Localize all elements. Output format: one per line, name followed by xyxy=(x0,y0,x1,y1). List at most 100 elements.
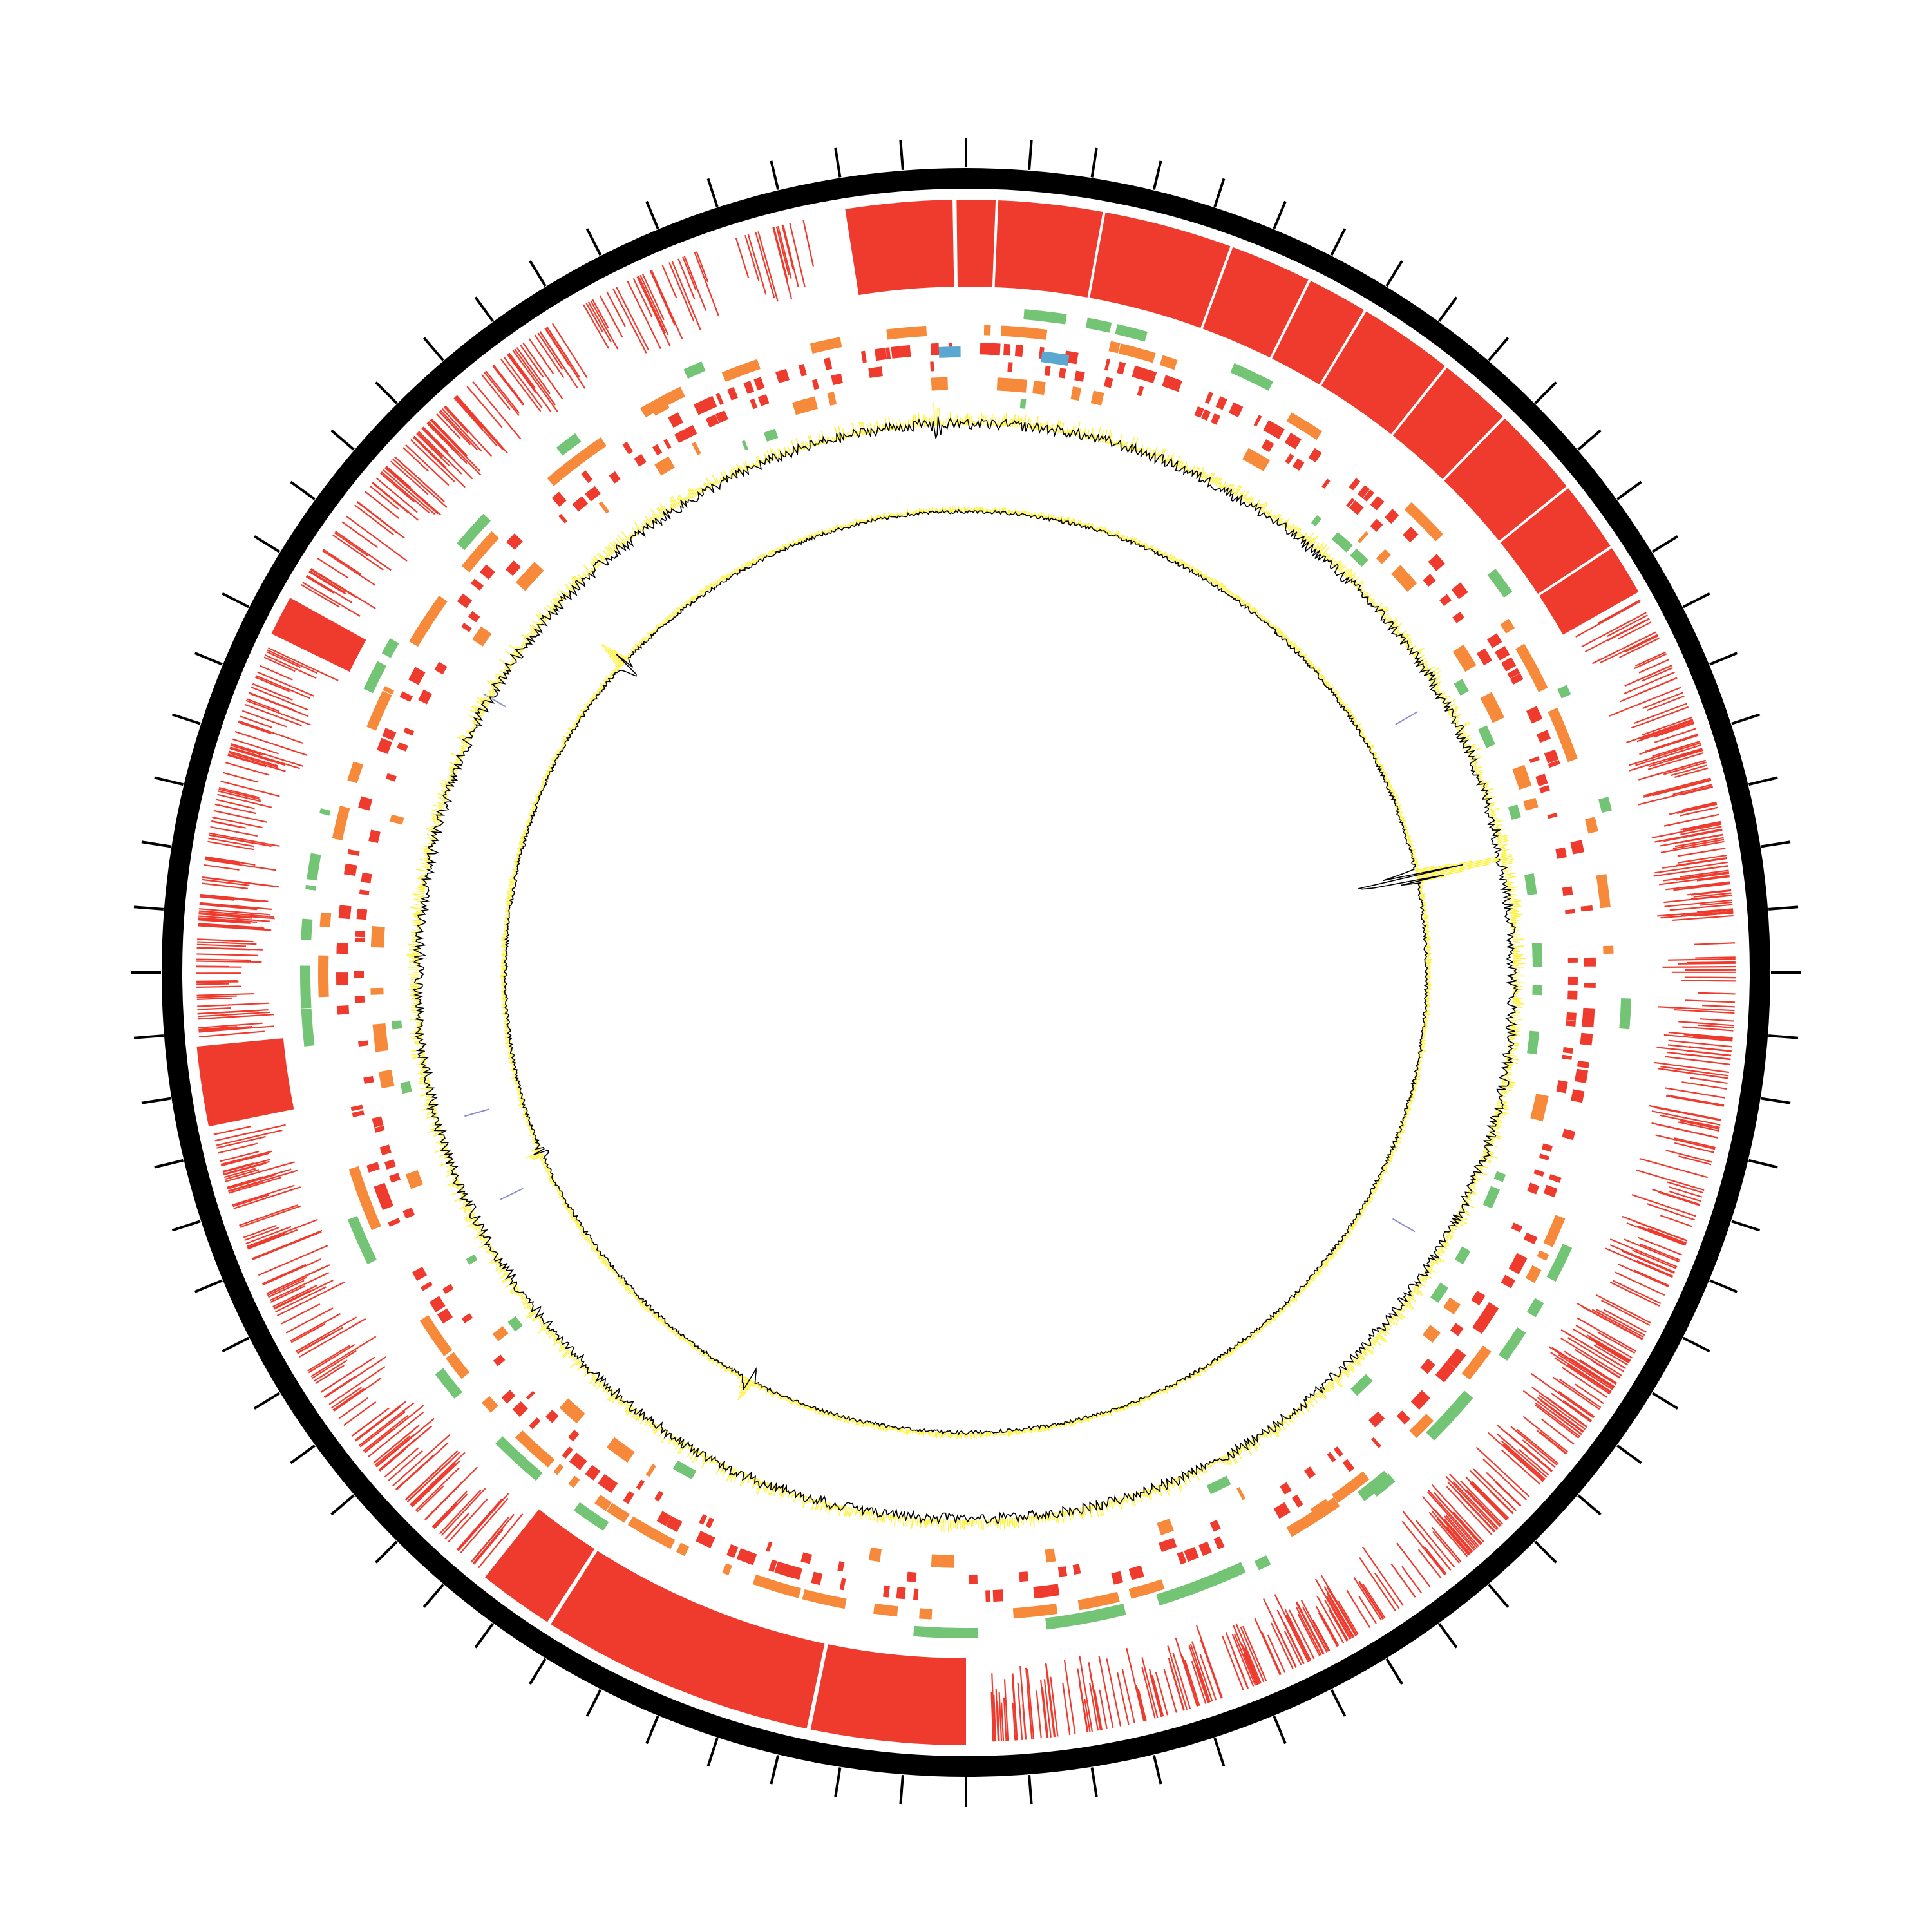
sequence-hit-line xyxy=(439,1489,482,1535)
sequence-hit-line xyxy=(1141,1666,1156,1719)
sequence-hit-line xyxy=(1443,1518,1473,1553)
red-feature-minor xyxy=(585,489,598,502)
red-feature xyxy=(1582,1007,1595,1016)
sequence-hit-line xyxy=(251,1229,323,1260)
red-feature-minor xyxy=(686,425,696,437)
sequence-hit-line xyxy=(638,276,667,334)
orange-feature-inner xyxy=(645,1464,656,1477)
red-feature-minor xyxy=(1044,366,1051,377)
sequence-hit-line xyxy=(275,1286,327,1313)
red-feature-minor xyxy=(434,661,448,675)
sequence-hit-line xyxy=(305,576,334,594)
red-feature-minor xyxy=(355,931,366,938)
sequence-hit-line xyxy=(285,1307,334,1334)
red-feature-minor xyxy=(1439,594,1452,607)
sequence-hit-line xyxy=(1657,1006,1735,1012)
red-feature-minor xyxy=(402,1207,415,1219)
sequence-hit-line xyxy=(332,1388,365,1411)
sequence-hit-line xyxy=(1699,912,1734,916)
sequence-hit-line xyxy=(422,426,449,453)
red-feature-minor xyxy=(1201,409,1211,421)
red-feature xyxy=(1033,1586,1043,1599)
sequence-hit-line xyxy=(1661,734,1699,748)
sequence-hit-line xyxy=(209,834,272,848)
sequence-hit-line xyxy=(444,405,493,457)
green-feature xyxy=(1048,312,1067,325)
sequence-hit-line xyxy=(998,1692,1003,1741)
sequence-hit-line xyxy=(1320,1575,1358,1636)
sequence-hit-line xyxy=(627,281,661,349)
red-feature-minor xyxy=(1541,1143,1553,1152)
red-feature xyxy=(1570,840,1584,855)
tick-mark xyxy=(133,905,164,911)
orange-feature-inner xyxy=(1513,770,1530,784)
sequence-hit-line xyxy=(694,252,719,317)
sequence-hit-line xyxy=(363,1414,409,1452)
red-feature-minor xyxy=(1280,1482,1292,1495)
sequence-hit-line xyxy=(470,1517,509,1563)
green-feature xyxy=(573,1502,609,1531)
sequence-hit-line xyxy=(789,223,806,287)
sequence-hit-line xyxy=(1664,1056,1730,1065)
red-feature-minor xyxy=(1555,847,1566,855)
red-feature xyxy=(1548,759,1560,768)
red-feature xyxy=(896,1587,906,1600)
red-feature xyxy=(1584,957,1596,967)
orange-feature xyxy=(1077,1591,1120,1611)
sequence-hit-line xyxy=(507,353,552,412)
sequence-hit-line xyxy=(232,738,279,755)
red-feature-minor xyxy=(359,889,370,895)
sequence-hit-line xyxy=(507,354,536,393)
red-feature xyxy=(1446,1352,1463,1368)
sequence-hit-line xyxy=(359,1410,406,1448)
sequence-hit-line xyxy=(424,1480,464,1520)
sequence-hit-line xyxy=(454,396,484,429)
sequence-hit-line xyxy=(1580,1359,1618,1384)
green-feature-run xyxy=(1156,1562,1246,1606)
sequence-hit-line xyxy=(1254,1618,1281,1676)
orange-feature-inner xyxy=(931,1554,954,1568)
sequence-hit-line xyxy=(199,1030,265,1038)
sequence-hit-line xyxy=(1636,721,1694,743)
sequence-hit-line xyxy=(1244,1654,1258,1685)
sequence-hit-line xyxy=(1530,1372,1595,1419)
tick-mark xyxy=(1731,1220,1761,1232)
sequence-hit-line xyxy=(227,754,267,768)
sequence-hit-line xyxy=(1424,1546,1447,1575)
orange-feature-inner xyxy=(492,1326,509,1341)
sequence-hit-line xyxy=(1324,1599,1349,1641)
red-feature-minor xyxy=(652,444,663,456)
sequence-hit-line xyxy=(269,1272,330,1302)
green-feature xyxy=(1115,324,1141,340)
red-feature-minor xyxy=(1019,1571,1029,1582)
sequence-hit-line xyxy=(1358,1582,1384,1620)
sequence-hit-line xyxy=(375,477,418,513)
sequence-block xyxy=(484,1509,595,1622)
green-feature-inner xyxy=(507,1316,523,1332)
sequence-hit-line xyxy=(1564,1350,1617,1385)
red-feature xyxy=(1410,1394,1426,1410)
orange-feature-inner xyxy=(378,1070,395,1089)
sequence-hit-line xyxy=(1635,651,1666,667)
sequence-hit-line xyxy=(1466,1489,1502,1526)
sequence-hit-line xyxy=(365,491,400,519)
sequence-hit-line xyxy=(410,1473,444,1506)
sequence-hit-line xyxy=(485,370,520,413)
sequence-hit-line xyxy=(1516,1457,1544,1482)
tick-mark xyxy=(1534,381,1557,404)
sequence-hit-line xyxy=(1669,904,1733,911)
sequence-hit-line xyxy=(1682,1026,1734,1032)
tick-mark xyxy=(585,228,602,256)
sequence-hit-line xyxy=(1654,861,1728,874)
sequence-hit-line xyxy=(1638,658,1670,674)
sequence-hit-line xyxy=(421,428,473,480)
tick-mark xyxy=(1768,1034,1799,1039)
sequence-hit-line xyxy=(227,753,286,772)
red-feature-minor xyxy=(1556,1085,1567,1094)
sequence-hit-line xyxy=(196,943,247,947)
orange-feature xyxy=(983,325,991,336)
red-feature-minor xyxy=(403,727,415,736)
orange-feature xyxy=(1286,412,1323,440)
sequence-hit-line xyxy=(735,238,750,279)
sequence-hit-line xyxy=(1567,1363,1611,1394)
